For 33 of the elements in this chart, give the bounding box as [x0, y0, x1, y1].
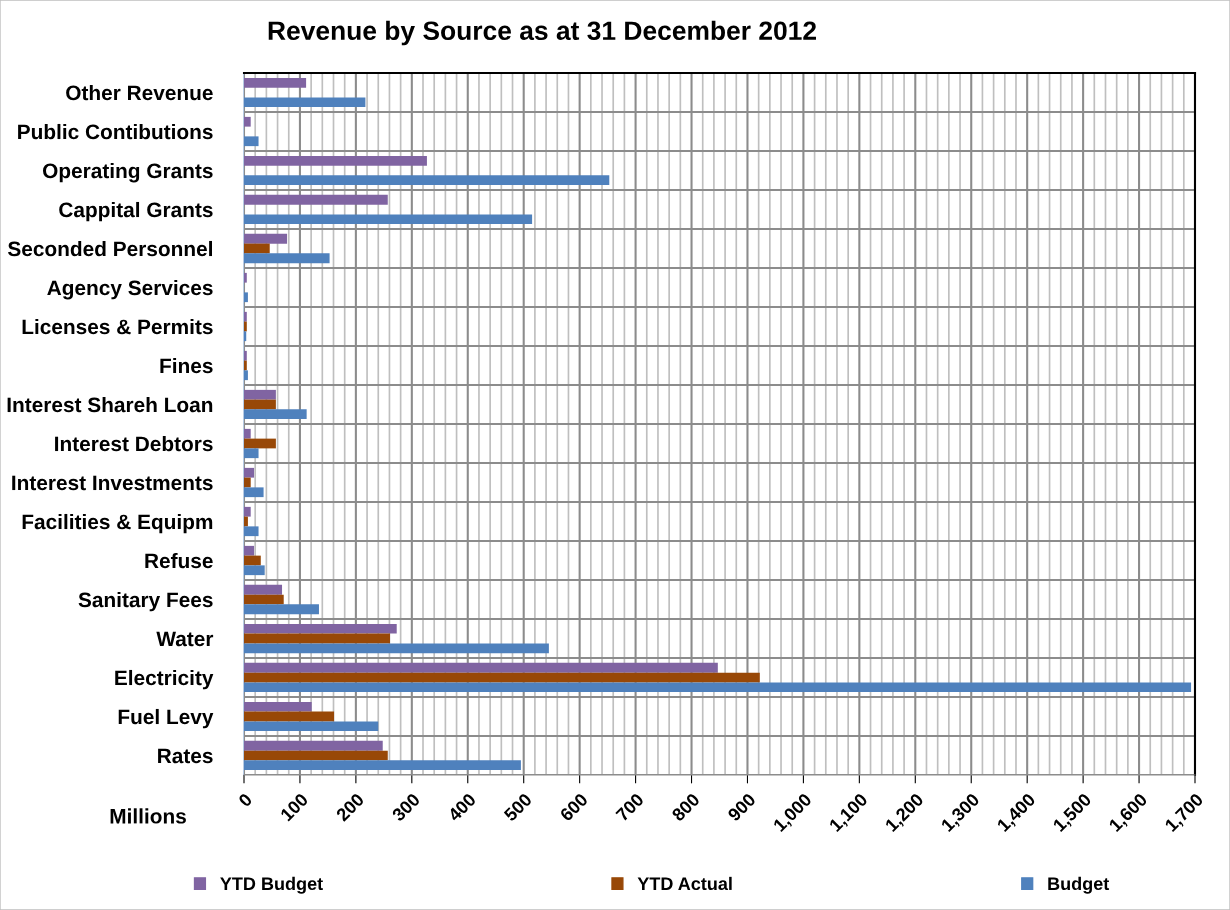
y-tick-label: Interest Investments — [12, 475, 213, 491]
x-axis-title: Millions — [110, 808, 186, 824]
x-tick-label: 800 — [670, 792, 701, 822]
chart-title: Revenue by Source as at 31 December 2012 — [268, 20, 816, 46]
y-tick-label: Licenses & Permits — [22, 318, 213, 335]
x-tick-label: 300 — [391, 792, 421, 823]
y-tick-label: Fines — [160, 357, 213, 374]
y-tick-label: Water — [156, 631, 214, 647]
x-tick-label: 500 — [503, 792, 533, 822]
x-tick-label: 400 — [447, 792, 477, 823]
x-tick-label: 700 — [615, 792, 645, 822]
y-tick-label: Facilities & Equipm — [22, 513, 213, 534]
y-tick-label: Electricity — [115, 669, 214, 690]
legend-label: YTD Actual — [637, 876, 732, 891]
y-tick-label: Interest Shareh Loan — [7, 396, 213, 413]
legend-label: YTD Budget — [220, 876, 323, 894]
y-tick-label: Other Revenue — [66, 84, 213, 101]
x-tick-label: 0 — [237, 792, 253, 808]
y-tick-label: Interest Debtors — [55, 435, 213, 452]
y-tick-label: Refuse — [145, 552, 213, 569]
x-tick-label: 900 — [726, 792, 757, 822]
x-tick-label: 200 — [335, 792, 365, 822]
x-tick-label: 100 — [279, 792, 309, 822]
y-tick-label: Operating Grants — [42, 162, 213, 183]
y-tick-label: Seconded Personnel — [7, 240, 212, 257]
y-tick-label: Agency Services — [47, 279, 213, 300]
y-tick-label: Sanitary Fees — [78, 591, 213, 612]
x-tick-label: 600 — [559, 792, 589, 822]
y-tick-label: Cappital Grants — [59, 201, 213, 222]
y-tick-label: Public Contibutions — [18, 123, 213, 140]
legend-label: Budget — [1048, 876, 1110, 894]
y-tick-label: Rates — [158, 748, 213, 764]
y-tick-label: Fuel Levy — [118, 708, 214, 729]
